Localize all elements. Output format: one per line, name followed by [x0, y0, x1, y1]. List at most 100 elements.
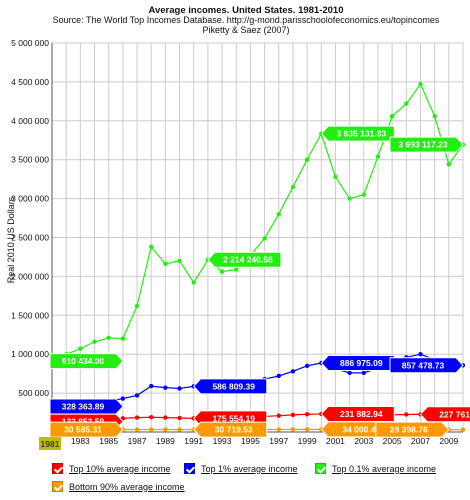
- data-point[interactable]: [177, 258, 182, 264]
- x-tick-label: 2009: [439, 436, 458, 446]
- data-point[interactable]: [290, 184, 296, 190]
- data-point[interactable]: [163, 385, 168, 390]
- value-callout: 30 719.53: [193, 421, 268, 438]
- value-callout: 2 214 240.58: [207, 251, 282, 268]
- data-point[interactable]: [361, 370, 366, 376]
- data-point[interactable]: [191, 280, 196, 285]
- data-point[interactable]: [177, 386, 182, 391]
- data-point[interactable]: [106, 335, 111, 341]
- y-tick-label: 2 500 000: [11, 233, 49, 243]
- data-point[interactable]: [120, 336, 126, 341]
- value-callout-label: 29 398.76: [390, 425, 428, 435]
- x-tick-label: 1991: [184, 436, 203, 446]
- data-point[interactable]: [149, 415, 154, 420]
- data-point[interactable]: [149, 383, 154, 389]
- legend-checkbox-icon[interactable]: [52, 463, 63, 474]
- data-point[interactable]: [389, 113, 395, 119]
- legend-item-3[interactable]: Bottom 90% average income: [52, 481, 185, 492]
- series-line-2: [51, 83, 464, 362]
- legend-checkbox-icon[interactable]: [184, 463, 195, 474]
- data-point[interactable]: [304, 363, 310, 369]
- data-point[interactable]: [290, 427, 296, 432]
- value-callout: 227 761.10: [419, 406, 470, 423]
- data-point[interactable]: [418, 352, 423, 357]
- data-point[interactable]: [134, 393, 140, 398]
- selected-year-label: 1981: [41, 439, 60, 449]
- data-point[interactable]: [404, 412, 409, 417]
- value-callout-label: 133 853.59: [62, 417, 105, 427]
- data-point[interactable]: [347, 370, 352, 376]
- data-point[interactable]: [304, 412, 310, 417]
- legend-checkbox-icon[interactable]: [52, 481, 63, 492]
- data-point[interactable]: [134, 415, 140, 420]
- data-point[interactable]: [347, 196, 352, 201]
- data-point[interactable]: [163, 415, 168, 420]
- value-callout: 586 809.39: [193, 378, 268, 395]
- data-point[interactable]: [276, 427, 281, 432]
- data-point[interactable]: [404, 101, 409, 106]
- selected-year-badge[interactable]: 1981: [39, 437, 61, 450]
- data-point[interactable]: [418, 82, 423, 87]
- value-callout: 3 835 131.83: [320, 125, 395, 142]
- value-callout: 30 585.31: [49, 421, 124, 438]
- value-callout-label: 34 000.41: [342, 424, 380, 434]
- data-point[interactable]: [92, 339, 97, 344]
- value-callout-label: 30 719.53: [215, 425, 253, 435]
- data-point[interactable]: [219, 269, 225, 274]
- value-callout-label: 3 835 131.83: [336, 129, 386, 139]
- legend-label: Bottom 90% average income: [69, 481, 185, 492]
- data-point[interactable]: [120, 416, 126, 421]
- y-tick-label: 1 500 000: [11, 310, 49, 320]
- data-point[interactable]: [177, 427, 182, 432]
- x-tick-label: 2003: [354, 436, 373, 446]
- data-point[interactable]: [78, 346, 83, 351]
- data-point[interactable]: [149, 244, 154, 250]
- data-point[interactable]: [290, 412, 296, 418]
- data-point[interactable]: [290, 369, 296, 374]
- data-point[interactable]: [276, 211, 281, 217]
- data-point[interactable]: [163, 261, 168, 267]
- data-point[interactable]: [276, 373, 281, 379]
- y-axis-label: Real 2010 US Dollars: [6, 196, 16, 283]
- value-callout: 857 478.73: [389, 357, 464, 374]
- y-tick-label: 3 500 000: [11, 155, 49, 165]
- data-point[interactable]: [304, 157, 310, 162]
- value-callout-label: 910 434.00: [62, 356, 105, 366]
- data-point[interactable]: [460, 427, 466, 432]
- y-tick-label: 500 000: [18, 388, 49, 398]
- data-point[interactable]: [361, 192, 366, 197]
- data-point[interactable]: [234, 267, 239, 272]
- value-callout-label: 886 975.09: [340, 358, 383, 368]
- legend-checkbox-icon[interactable]: [315, 463, 326, 474]
- value-callout: 231 882.94: [320, 405, 395, 422]
- chart-subtitle-line-1: Source: The World Top Incomes Database. …: [53, 15, 440, 25]
- data-point[interactable]: [446, 162, 452, 167]
- legend-item-0[interactable]: Top 10% average income: [52, 463, 171, 474]
- data-point[interactable]: [120, 396, 126, 401]
- data-point[interactable]: [149, 427, 154, 432]
- legend-item-2[interactable]: Top 0.1% average income: [315, 463, 436, 474]
- data-point[interactable]: [333, 174, 338, 180]
- data-point[interactable]: [134, 427, 140, 432]
- data-point[interactable]: [262, 236, 267, 241]
- y-tick-label: 4 000 000: [11, 116, 49, 126]
- data-point[interactable]: [432, 113, 437, 119]
- x-tick-label: 2001: [326, 436, 345, 446]
- value-callout-label: 328 363.89: [62, 401, 105, 411]
- data-point[interactable]: [177, 415, 182, 421]
- data-point[interactable]: [276, 413, 281, 418]
- x-tick-label: 1997: [269, 436, 288, 446]
- chart-subtitle-line-2: Piketty & Saez (2007): [202, 25, 289, 35]
- legend-label: Top 0.1% average income: [332, 463, 437, 474]
- y-tick-label: 3 000 000: [11, 194, 49, 204]
- value-callout-label: 3 693 117.23: [398, 140, 447, 150]
- legend-item-1[interactable]: Top 1% average income: [184, 463, 298, 474]
- data-point[interactable]: [163, 427, 168, 432]
- x-tick-label: 1985: [99, 436, 118, 446]
- chart-title: Average incomes. United States. 1981-201…: [148, 5, 343, 16]
- data-point[interactable]: [134, 303, 140, 309]
- data-point[interactable]: [375, 154, 381, 159]
- x-tick-label: 1989: [156, 436, 175, 446]
- data-point[interactable]: [304, 427, 310, 432]
